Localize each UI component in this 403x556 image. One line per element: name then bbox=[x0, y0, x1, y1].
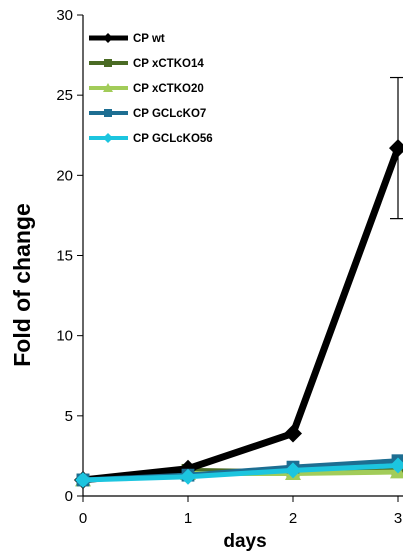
y-tick-label: 25 bbox=[56, 87, 73, 104]
legend-label: CP wt bbox=[133, 33, 165, 45]
legend-label: CP xCTKO14 bbox=[133, 58, 204, 70]
legend-label: CP GCLcKO7 bbox=[133, 108, 206, 120]
axes bbox=[77, 14, 403, 502]
data-point bbox=[390, 457, 403, 474]
y-tick-label: 10 bbox=[56, 328, 73, 345]
legend-swatch-marker bbox=[103, 133, 113, 143]
x-tick-labels: 0 1 2 3 bbox=[79, 510, 402, 527]
legend-swatch-marker bbox=[104, 109, 112, 117]
data-point bbox=[285, 462, 301, 479]
x-tick-label: 0 bbox=[79, 510, 87, 527]
legend-label: CP GCLcKO56 bbox=[133, 133, 213, 145]
y-tick-label: 0 bbox=[65, 488, 73, 505]
series-lines bbox=[74, 76, 403, 489]
x-tick-label: 2 bbox=[289, 510, 297, 527]
data-point bbox=[284, 424, 302, 443]
x-tick-label: 3 bbox=[394, 510, 402, 527]
y-tick-label: 30 bbox=[56, 7, 73, 24]
legend-swatch-marker bbox=[103, 33, 113, 43]
legend-item: CP wt bbox=[89, 33, 165, 45]
series-cp-gclcko56 bbox=[75, 457, 403, 488]
y-tick-label: 15 bbox=[56, 248, 73, 265]
data-point bbox=[75, 471, 91, 488]
x-tick-label: 1 bbox=[184, 510, 192, 527]
y-tick-label: 5 bbox=[65, 408, 73, 425]
y-tick-label: 20 bbox=[56, 167, 73, 184]
legend: CP wt CP xCTKO14 CP xCTKO20 CP GCLcKO7 CP GC… bbox=[89, 33, 213, 145]
series-line bbox=[82, 463, 399, 483]
legend-item: CP GCLcKO56 bbox=[89, 133, 213, 145]
legend-label: CP xCTKO20 bbox=[133, 83, 204, 95]
legend-item: CP xCTKO20 bbox=[89, 83, 204, 95]
legend-swatch-marker bbox=[103, 83, 113, 92]
y-tick-labels: 0 5 10 15 20 25 30 bbox=[56, 7, 73, 505]
data-point bbox=[180, 468, 196, 485]
legend-swatch-marker bbox=[104, 59, 112, 67]
legend-item: CP GCLcKO7 bbox=[89, 108, 206, 120]
legend-item: CP xCTKO14 bbox=[89, 58, 204, 70]
y-axis-label: Fold of change bbox=[9, 203, 35, 367]
series-line bbox=[82, 146, 402, 484]
data-point bbox=[389, 139, 403, 158]
x-axis-label: days bbox=[223, 531, 266, 552]
